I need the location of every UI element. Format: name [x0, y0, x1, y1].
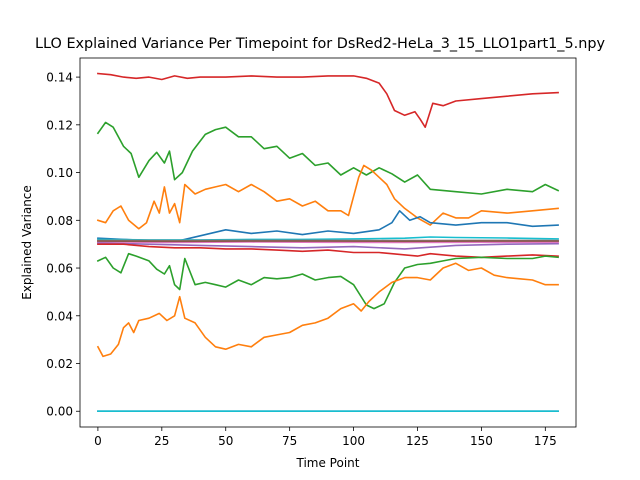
series-line-1 [97, 72, 559, 128]
series-line-8 [97, 240, 559, 244]
y-tick-label: 0.08 [46, 214, 73, 228]
series-layer [96, 72, 560, 412]
series-line-4 [97, 210, 559, 243]
x-tick-label: 100 [342, 434, 365, 448]
series-line-12 [96, 252, 559, 310]
series-line-3 [96, 164, 559, 230]
series-line-13 [96, 262, 559, 358]
y-tick-label: 0.12 [46, 118, 73, 132]
y-tick-label: 0.04 [46, 309, 73, 323]
chart-title: LLO Explained Variance Per Timepoint for… [35, 36, 605, 52]
x-tick-label: 25 [154, 434, 169, 448]
x-tick-label: 125 [406, 434, 429, 448]
y-tick-label: 0.00 [46, 405, 73, 419]
series-line-2 [96, 121, 560, 195]
y-tick-label: 0.10 [46, 166, 73, 180]
x-axis: 0 25 50 75 100 125 150 175 [94, 427, 557, 448]
x-axis-label: Time Point [296, 456, 360, 470]
plot-area [79, 57, 577, 428]
series-line-5 [97, 236, 559, 241]
axes-frame [79, 57, 577, 428]
y-tick-label: 0.02 [46, 357, 73, 371]
series-line-10 [97, 242, 559, 250]
x-tick-label: 50 [218, 434, 233, 448]
series-line-11 [97, 243, 559, 259]
x-tick-label: 175 [534, 434, 557, 448]
y-axis: 0.00 0.02 0.04 0.06 0.08 0.10 0.12 0.14 [46, 71, 80, 419]
y-axis-label: Explained Variance [20, 185, 34, 300]
y-tick-label: 0.06 [46, 262, 73, 276]
x-tick-label: 150 [470, 434, 493, 448]
x-tick-label: 0 [94, 434, 102, 448]
x-tick-label: 75 [282, 434, 297, 448]
y-tick-label: 0.14 [46, 71, 73, 85]
